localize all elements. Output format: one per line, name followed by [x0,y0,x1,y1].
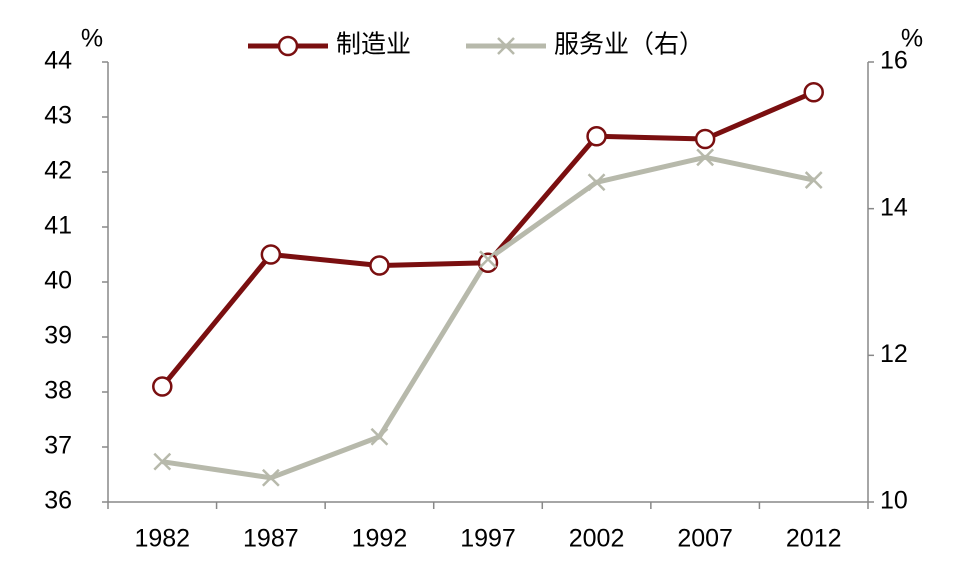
series-line [161,154,815,481]
data-point [696,148,715,167]
y-tick-label: 38 [44,377,72,405]
data-point [804,171,823,189]
data-point [370,427,389,446]
x-tick-label: 1997 [460,525,516,553]
data-point [587,173,606,192]
series-line [160,89,815,389]
legend-marker [497,37,515,55]
x-tick-label: 1982 [134,525,190,553]
x-tick-label: 1987 [243,525,299,553]
x-tick-label: 2012 [786,525,842,553]
data-point [369,255,390,276]
legend-label: 服务业（右） [554,31,704,59]
y-axis-unit: % [81,25,103,53]
data-point [260,244,282,265]
legend-marker [277,35,299,57]
data-point [261,468,280,487]
y2-axis-unit: % [901,25,923,53]
x-tick-label: 1992 [352,525,408,553]
data-point [152,376,173,397]
y-tick-label: 42 [44,157,72,185]
y-tick-label: 36 [44,487,72,515]
y-tick-label: 39 [44,322,72,350]
y-tick-label: 41 [44,212,72,240]
y-tick-label: 43 [44,102,72,130]
y-tick-label: 44 [44,47,72,75]
data-point [803,82,824,103]
data-point [586,126,607,147]
y2-tick-label: 16 [880,47,908,75]
y2-tick-label: 14 [880,193,908,221]
x-tick-label: 2002 [569,525,625,553]
y2-tick-label: 10 [880,487,908,515]
data-point [694,128,716,150]
data-point [477,252,499,273]
legend-label: 制造业 [336,31,411,59]
y-tick-label: 40 [44,267,72,295]
y2-tick-label: 12 [880,340,908,368]
y-tick-label: 37 [44,432,72,460]
data-point [153,452,172,471]
x-tick-label: 2007 [677,525,733,553]
data-point [479,250,497,269]
